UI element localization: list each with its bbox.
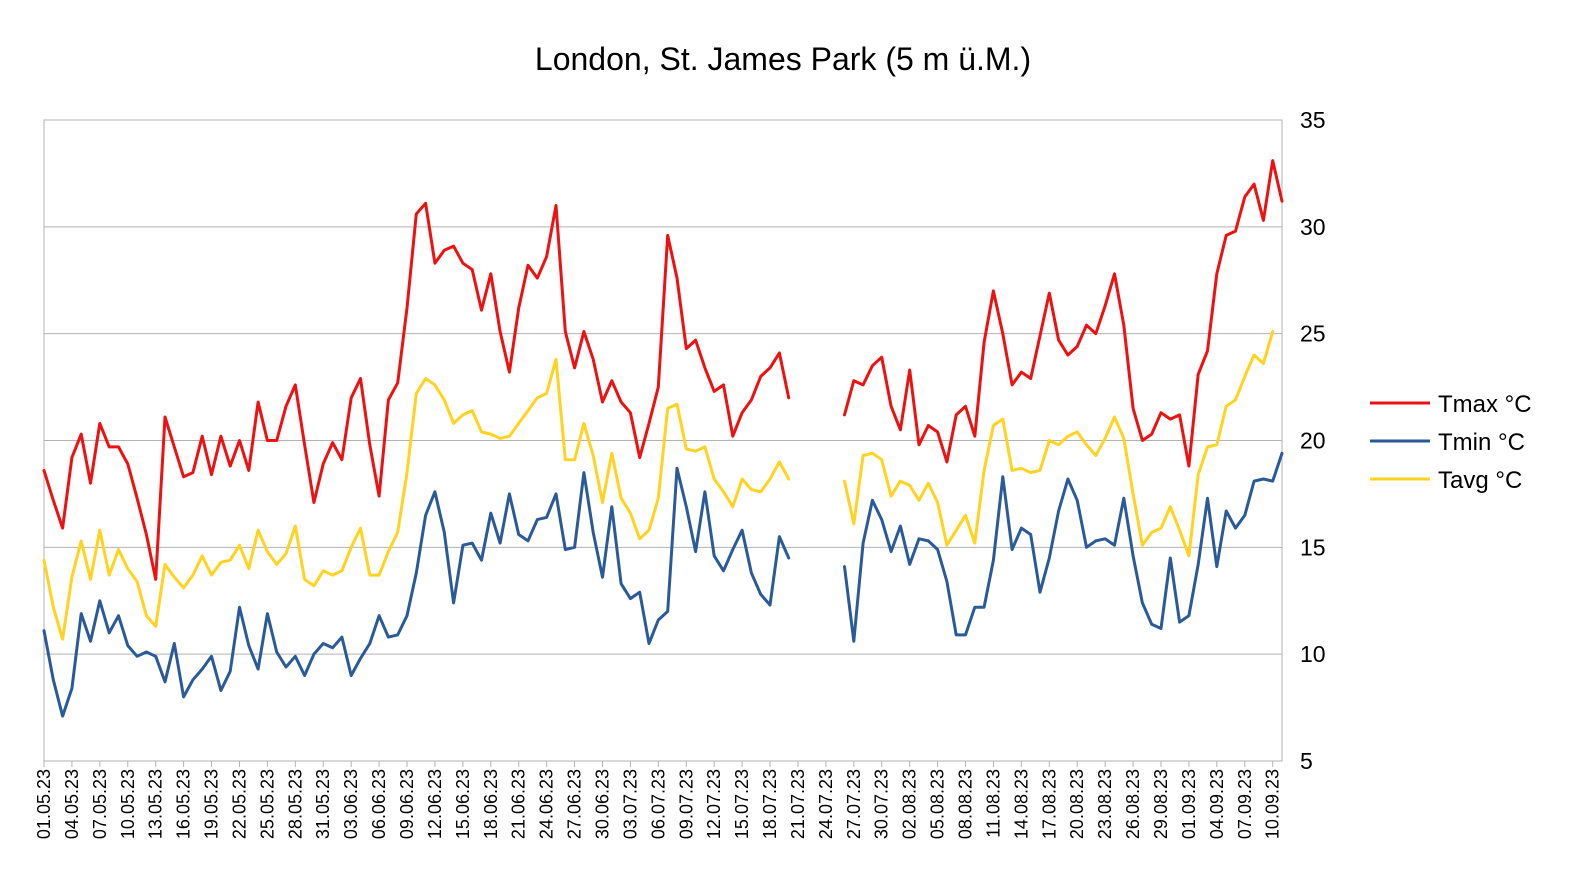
x-tick-label: 26.08.23 [1123, 769, 1143, 839]
y-tick-label: 35 [1300, 107, 1326, 133]
x-tick-label: 10.09.23 [1263, 769, 1283, 839]
x-tick-label: 02.08.23 [900, 769, 920, 839]
x-tick-label: 04.05.23 [62, 769, 82, 839]
x-tick-label: 09.06.23 [397, 769, 417, 839]
x-tick-label: 06.07.23 [648, 769, 668, 839]
x-tick-label: 31.05.23 [313, 769, 333, 839]
legend-label: Tmax °C [1438, 391, 1532, 418]
x-tick-label: 20.08.23 [1067, 769, 1087, 839]
x-tick-label: 29.08.23 [1151, 769, 1171, 839]
x-tick-label: 11.08.23 [983, 769, 1003, 838]
x-tick-label: 12.07.23 [704, 769, 724, 839]
x-tick-label: 18.07.23 [760, 769, 780, 839]
x-tick-label: 09.07.23 [676, 769, 696, 839]
series-line-tmin [42, 451, 1284, 718]
x-tick-label: 01.09.23 [1179, 769, 1199, 839]
chart-title: London, St. James Park (5 m ü.M.) [535, 41, 1031, 77]
x-tick-label: 05.08.23 [928, 769, 948, 839]
x-tick-label: 21.07.23 [788, 769, 808, 839]
x-axis-tick-labels: 01.05.23 04.05.23 07.05.23 10.05.23 13.05.23… [34, 761, 1283, 839]
x-tick-label: 01.05.23 [34, 769, 54, 839]
x-tick-label: 18.06.23 [481, 769, 501, 839]
x-tick-label: 10.05.23 [118, 769, 138, 839]
x-tick-label: 27.07.23 [844, 769, 864, 839]
x-tick-label: 15.07.23 [732, 769, 752, 839]
x-tick-label: 23.08.23 [1095, 769, 1115, 839]
y-axis-tick-labels: 5 10 15 20 25 30 35 [1300, 107, 1326, 774]
series-line-tavg [42, 330, 1275, 641]
x-tick-label: 07.09.23 [1235, 769, 1255, 839]
x-tick-label: 24.06.23 [537, 769, 557, 839]
x-tick-label: 08.08.23 [956, 769, 976, 839]
series-line-tmax [42, 159, 1284, 581]
x-tick-label: 15.06.23 [453, 769, 473, 839]
y-tick-label: 30 [1300, 214, 1326, 240]
x-tick-label: 19.05.23 [202, 769, 222, 839]
x-tick-label: 27.06.23 [565, 769, 585, 839]
x-tick-label: 17.08.23 [1039, 769, 1059, 839]
x-tick-label: 06.06.23 [369, 769, 389, 839]
x-tick-label: 22.05.23 [229, 769, 249, 839]
y-tick-label: 5 [1300, 748, 1313, 774]
x-tick-label: 07.05.23 [90, 769, 110, 839]
x-tick-label: 13.05.23 [146, 769, 166, 839]
x-tick-label: 14.08.23 [1011, 769, 1031, 839]
y-tick-label: 15 [1300, 534, 1326, 560]
x-tick-label: 30.07.23 [872, 769, 892, 839]
x-tick-label: 03.07.23 [620, 769, 640, 839]
y-tick-label: 25 [1300, 321, 1326, 347]
x-tick-label: 30.06.23 [592, 769, 612, 839]
y-tick-label: 20 [1300, 428, 1326, 454]
x-tick-label: 04.09.23 [1207, 769, 1227, 839]
x-tick-label: 03.06.23 [341, 769, 361, 839]
x-tick-label: 28.05.23 [285, 769, 305, 839]
legend-label: Tmin °C [1438, 429, 1525, 456]
legend: Tmax °C Tmin °C Tavg °C [1370, 391, 1532, 494]
x-tick-label: 25.05.23 [257, 769, 277, 839]
x-tick-label: 16.05.23 [174, 769, 194, 839]
y-tick-label: 10 [1300, 641, 1326, 667]
series-lines [42, 159, 1284, 718]
x-tick-label: 21.06.23 [509, 769, 529, 839]
x-tick-label: 24.07.23 [816, 769, 836, 839]
plot-area-frame [43, 119, 1283, 762]
x-tick-label: 12.06.23 [425, 769, 445, 839]
legend-label: Tavg °C [1438, 467, 1522, 494]
